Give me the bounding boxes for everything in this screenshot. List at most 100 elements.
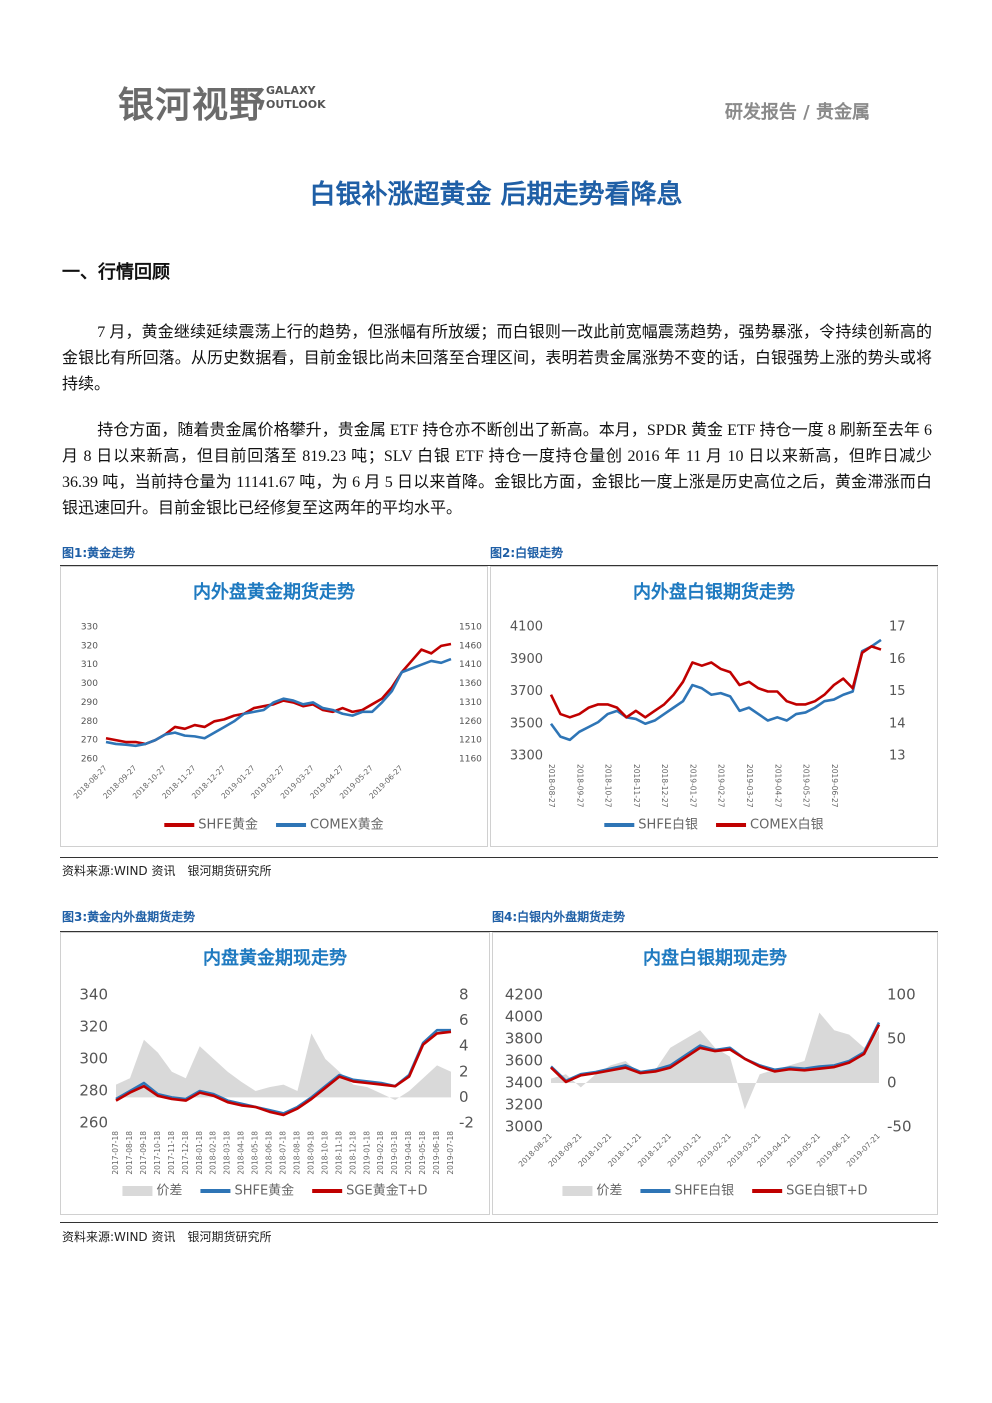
legend-label: COMEX白银 — [750, 817, 824, 833]
report-category: 研发报告 / 贵金属 — [724, 102, 870, 123]
legend-label: 价差 — [596, 1184, 622, 1199]
legend-label: SGE黄金T+D — [346, 1183, 427, 1199]
x-tick-label: 2018-08-18 — [292, 1131, 301, 1175]
x-tick-label: 2018-12-18 — [348, 1131, 357, 1175]
y-tick-label: 300 — [81, 679, 98, 689]
paragraph: 7 月，黄金继续延续震荡上行的趋势，但涨幅有所放缓；而白银则一改此前宽幅震荡趋势… — [62, 324, 932, 393]
chart: 内外盘黄金期货走势 260 270 280 290 300 310 320 330 1160 121… — [72, 581, 483, 833]
chart-title: 内盘黄金期现走势 — [203, 947, 347, 969]
x-tick-label: 2019-05-18 — [418, 1131, 427, 1175]
y2-tick-label: 1410 — [459, 660, 482, 670]
rule — [60, 857, 938, 858]
figure: 内外盘白银期货走势 3300 3500 3700 3900 4100 13 14 15 16 17 2… — [490, 566, 938, 847]
x-tick-label: 2018-10-27 — [604, 764, 613, 808]
y2-tick-label: 15 — [889, 684, 906, 699]
y-tick-label: 3200 — [505, 1096, 543, 1114]
figure: 内盘黄金期现走势 260 280 300 320 340 -2 0 2 4 6 8 2017-07-18… — [60, 932, 490, 1215]
x-tick-label: 2018-12-27 — [660, 764, 669, 808]
legend: 价差 SHFE黄金 SGE黄金T+D — [122, 1183, 428, 1199]
line — [105, 642, 452, 746]
y2-tick-label: 14 — [889, 716, 906, 731]
x-tick-label: 2018-07-18 — [279, 1131, 288, 1175]
x-tick-label: 2019-04-27 — [773, 764, 782, 808]
figure: 内盘白银期现走势 3000 3200 3400 3600 3800 4000 4200 -50 0… — [492, 932, 938, 1215]
x-tick-label: 2017-12-18 — [181, 1131, 190, 1175]
legend: SHFE白银 COMEX白银 — [604, 817, 824, 833]
chart-title: 内外盘黄金期货走势 — [193, 581, 355, 603]
source-note: 资料来源:WIND 资讯 银河期货研究所 — [62, 1230, 272, 1244]
x-tick-label: 2019-06-27 — [830, 764, 839, 808]
y-tick-label: 3000 — [505, 1118, 543, 1136]
y2-tick-label: 1160 — [459, 755, 482, 765]
section-heading: 一、行情回顾 — [62, 262, 170, 283]
y-tick-label: 3500 — [510, 716, 543, 731]
x-tick-label: 2019-03-18 — [390, 1131, 399, 1175]
x-tick-label: 2019-04-18 — [404, 1131, 413, 1175]
chart: 内盘白银期现走势 3000 3200 3400 3600 3800 4000 4200 -50 0… — [505, 947, 916, 1199]
x-tick-label: 2019-03-27 — [745, 764, 754, 808]
x-tick-label: 2018-05-18 — [251, 1131, 260, 1175]
logo-en: GALAXY OUTLOOK — [266, 84, 326, 112]
y-tick-label: 300 — [79, 1050, 108, 1068]
x-tick-label: 2018-03-18 — [223, 1131, 232, 1175]
logo: 银河视野 — [118, 85, 267, 126]
legend-label: SGE白银T+D — [786, 1183, 867, 1199]
y2-tick-label: 0 — [459, 1088, 469, 1106]
logo-en-2: OUTLOOK — [266, 98, 326, 111]
doc-title: 白银补涨超黄金 后期走势看降息 — [309, 180, 683, 210]
figure-caption: 图3:黄金内外盘期货走势 — [62, 910, 196, 924]
y2-tick-label: 1510 — [459, 623, 482, 633]
y-tick-label: 3800 — [505, 1030, 543, 1048]
x-tick-label: 2018-11-27 — [632, 764, 641, 808]
legend-swatch — [122, 1186, 153, 1196]
y-tick-label: 4200 — [505, 986, 543, 1004]
rule — [60, 1222, 938, 1223]
x-tick-label: 2018-09-27 — [575, 764, 584, 808]
legend-label: SHFE黄金 — [234, 1183, 294, 1199]
y-tick-label: 290 — [81, 698, 98, 708]
x-tick-label: 2018-01-18 — [195, 1131, 204, 1175]
line — [549, 638, 882, 742]
y2-tick-label: 1260 — [459, 717, 482, 727]
x-tick-label: 2018-09-18 — [306, 1131, 315, 1175]
y-tick-label: 3400 — [505, 1074, 543, 1092]
legend-label: SHFE白银 — [638, 817, 698, 833]
y-tick-label: 4000 — [505, 1008, 543, 1026]
y-tick-label: 280 — [81, 717, 98, 727]
y-tick-label: 270 — [81, 736, 98, 746]
y2-tick-label: 1310 — [459, 698, 482, 708]
x-tick-label: 2017-10-18 — [153, 1131, 162, 1175]
rule — [60, 565, 938, 566]
legend-label: 价差 — [156, 1184, 182, 1199]
x-tick-label: 2018-11-18 — [334, 1131, 343, 1175]
y-tick-label: 330 — [81, 623, 98, 633]
area — [551, 1012, 879, 1110]
y2-tick-label: 0 — [887, 1074, 897, 1092]
y2-tick-label: 1360 — [459, 679, 482, 689]
y2-tick-label: 2 — [459, 1062, 469, 1080]
y2-tick-label: 4 — [459, 1037, 469, 1055]
chart-title: 内外盘白银期货走势 — [633, 581, 795, 603]
figure-caption: 图2:白银走势 — [490, 546, 564, 560]
chart: 内外盘白银期货走势 3300 3500 3700 3900 4100 13 14 15 16 17 2… — [510, 581, 906, 833]
y2-tick-label: 50 — [887, 1030, 906, 1048]
x-tick-label: 2017-07-18 — [111, 1131, 120, 1175]
y-tick-label: 320 — [79, 1018, 108, 1036]
x-tick-label: 2019-01-27 — [688, 764, 697, 808]
y2-tick-label: 100 — [887, 986, 916, 1004]
y-tick-label: 3700 — [510, 684, 543, 699]
x-tick-label: 2018-06-18 — [265, 1131, 274, 1175]
x-tick-label: 2019-01-18 — [362, 1131, 371, 1175]
legend-label: COMEX黄金 — [310, 817, 384, 833]
x-tick-label: 2018-10-18 — [320, 1131, 329, 1175]
line — [115, 1030, 452, 1117]
y-tick-label: 320 — [81, 641, 98, 651]
x-tick-label: 2019-02-27 — [717, 764, 726, 808]
y-tick-label: 310 — [81, 660, 98, 670]
x-tick-label: 2019-06-18 — [432, 1131, 441, 1175]
y-tick-label: 340 — [79, 986, 108, 1004]
chart-title: 内盘白银期现走势 — [643, 947, 787, 969]
x-tick-label: 2018-04-18 — [237, 1131, 246, 1175]
x-tick-label: 2017-09-18 — [139, 1131, 148, 1175]
